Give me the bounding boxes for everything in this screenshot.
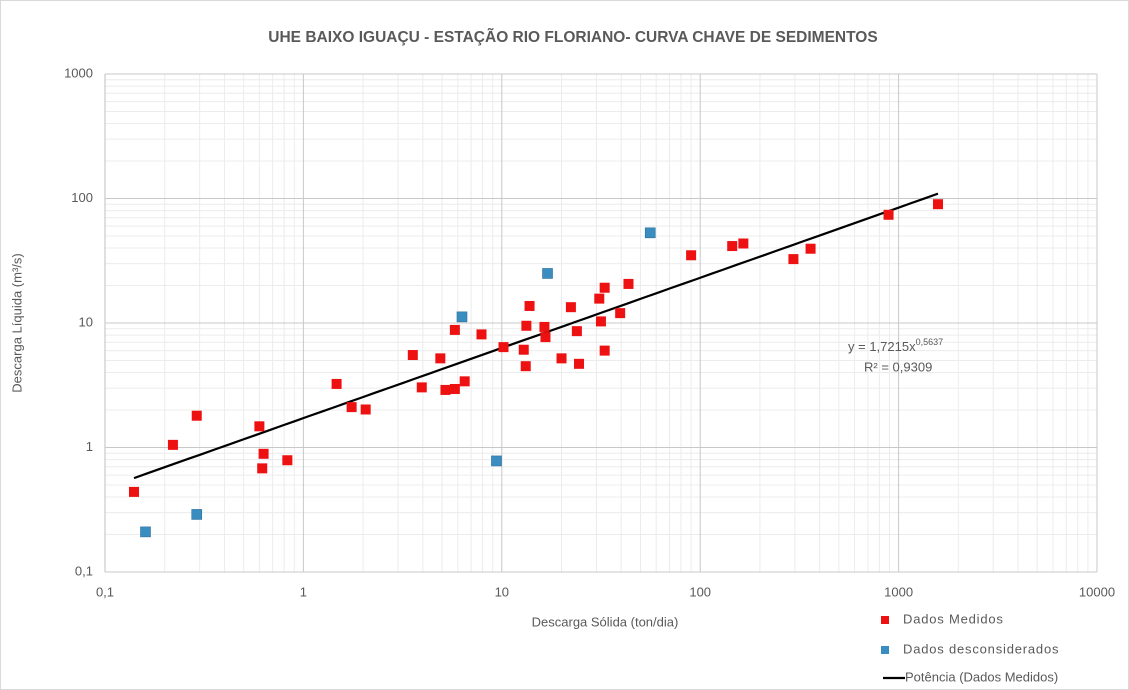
data-point (540, 332, 551, 343)
data-point (258, 448, 269, 459)
data-point (331, 378, 342, 389)
x-tick-label: 10000 (1079, 584, 1115, 599)
data-point (520, 361, 531, 372)
legend-swatch (881, 616, 889, 624)
data-point (595, 316, 606, 327)
trendline (133, 192, 939, 480)
data-point (599, 345, 610, 356)
data-point (498, 342, 509, 353)
equation-base: y = 1,7215x (848, 339, 916, 354)
data-point (416, 382, 427, 393)
y-tick-label: 1 (86, 439, 93, 454)
data-point (518, 344, 529, 355)
data-point (449, 384, 460, 395)
data-point (254, 421, 265, 432)
data-point (191, 509, 203, 520)
x-axis-label: Descarga Sólida (ton/dia) (532, 614, 679, 629)
data-point (738, 238, 749, 249)
x-tick-label: 1 (300, 584, 307, 599)
data-point (456, 311, 468, 323)
data-point (440, 384, 451, 395)
x-tick-label: 1000 (884, 584, 913, 599)
data-point (571, 326, 582, 337)
trendline-equation: y = 1,7215x0,5637 (848, 337, 943, 354)
x-tick-label: 10 (495, 584, 509, 599)
data-point (167, 439, 178, 450)
trendline-r2: R² = 0,9309 (864, 359, 932, 374)
data-point (686, 250, 697, 261)
x-tick-label: 100 (689, 584, 711, 599)
y-tick-label: 1000 (64, 65, 93, 80)
y-tick-label: 100 (71, 190, 93, 205)
data-point (140, 526, 151, 538)
y-axis-label: Descarga Líquida (m³/s) (9, 253, 24, 392)
data-point (883, 209, 894, 220)
data-point (594, 293, 605, 304)
data-point (644, 227, 656, 239)
data-point (788, 254, 799, 265)
data-point (623, 278, 634, 289)
y-tick-label: 10 (79, 314, 93, 329)
data-point (524, 300, 535, 311)
data-point (449, 324, 460, 335)
x-tick-label: 0,1 (96, 584, 114, 599)
equation-exponent: 0,5637 (916, 337, 944, 347)
legend-label: Potência (Dados Medidos) (905, 669, 1058, 684)
chart-title: UHE BAIXO IGUAÇU - ESTAÇÃO RIO FLORIANO-… (268, 28, 877, 46)
data-point (435, 353, 446, 364)
data-point (805, 243, 816, 254)
data-point (360, 404, 371, 415)
data-point (727, 241, 738, 252)
data-point (615, 308, 626, 319)
data-point (282, 455, 293, 466)
data-point (191, 410, 202, 421)
data-point (542, 268, 553, 279)
data-point (476, 329, 487, 340)
data-point (599, 282, 610, 293)
legend-label: Dados Medidos (903, 611, 1004, 626)
data-point (565, 302, 576, 313)
data-point (521, 320, 532, 331)
data-point (539, 321, 550, 332)
data-point (459, 376, 470, 387)
legend-swatch (881, 646, 889, 654)
data-point (128, 486, 139, 497)
data-point (491, 455, 502, 467)
legend-label: Dados desconsiderados (903, 641, 1059, 656)
data-point (407, 350, 418, 361)
data-point (346, 402, 357, 413)
data-point (933, 199, 944, 210)
y-tick-label: 0,1 (75, 563, 93, 578)
data-point (257, 463, 268, 474)
data-point (574, 358, 585, 369)
data-point (556, 353, 567, 364)
